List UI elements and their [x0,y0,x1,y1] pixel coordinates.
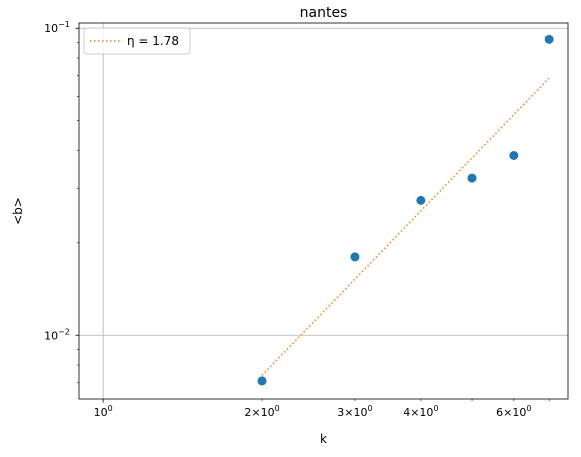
y-axis-label: <b> [11,197,25,225]
data-point-5 [545,35,554,44]
x-minor-tick-label-1: 3×100 [337,404,372,419]
data-point-4 [509,151,518,160]
data-point-2 [416,196,425,205]
x-minor-tick-label-0: 2×100 [244,404,279,419]
x-minor-tick-label-2: 4×100 [403,404,438,419]
x-axis-label: k [320,432,327,446]
legend: η = 1.78 [84,28,190,54]
x-minor-tick-label-3: 6×100 [496,404,531,419]
data-point-0 [258,376,267,385]
legend-label-fit-line: η = 1.78 [127,34,179,48]
chart-title: nantes [300,5,348,21]
data-point-1 [350,252,359,261]
data-point-3 [468,174,477,183]
